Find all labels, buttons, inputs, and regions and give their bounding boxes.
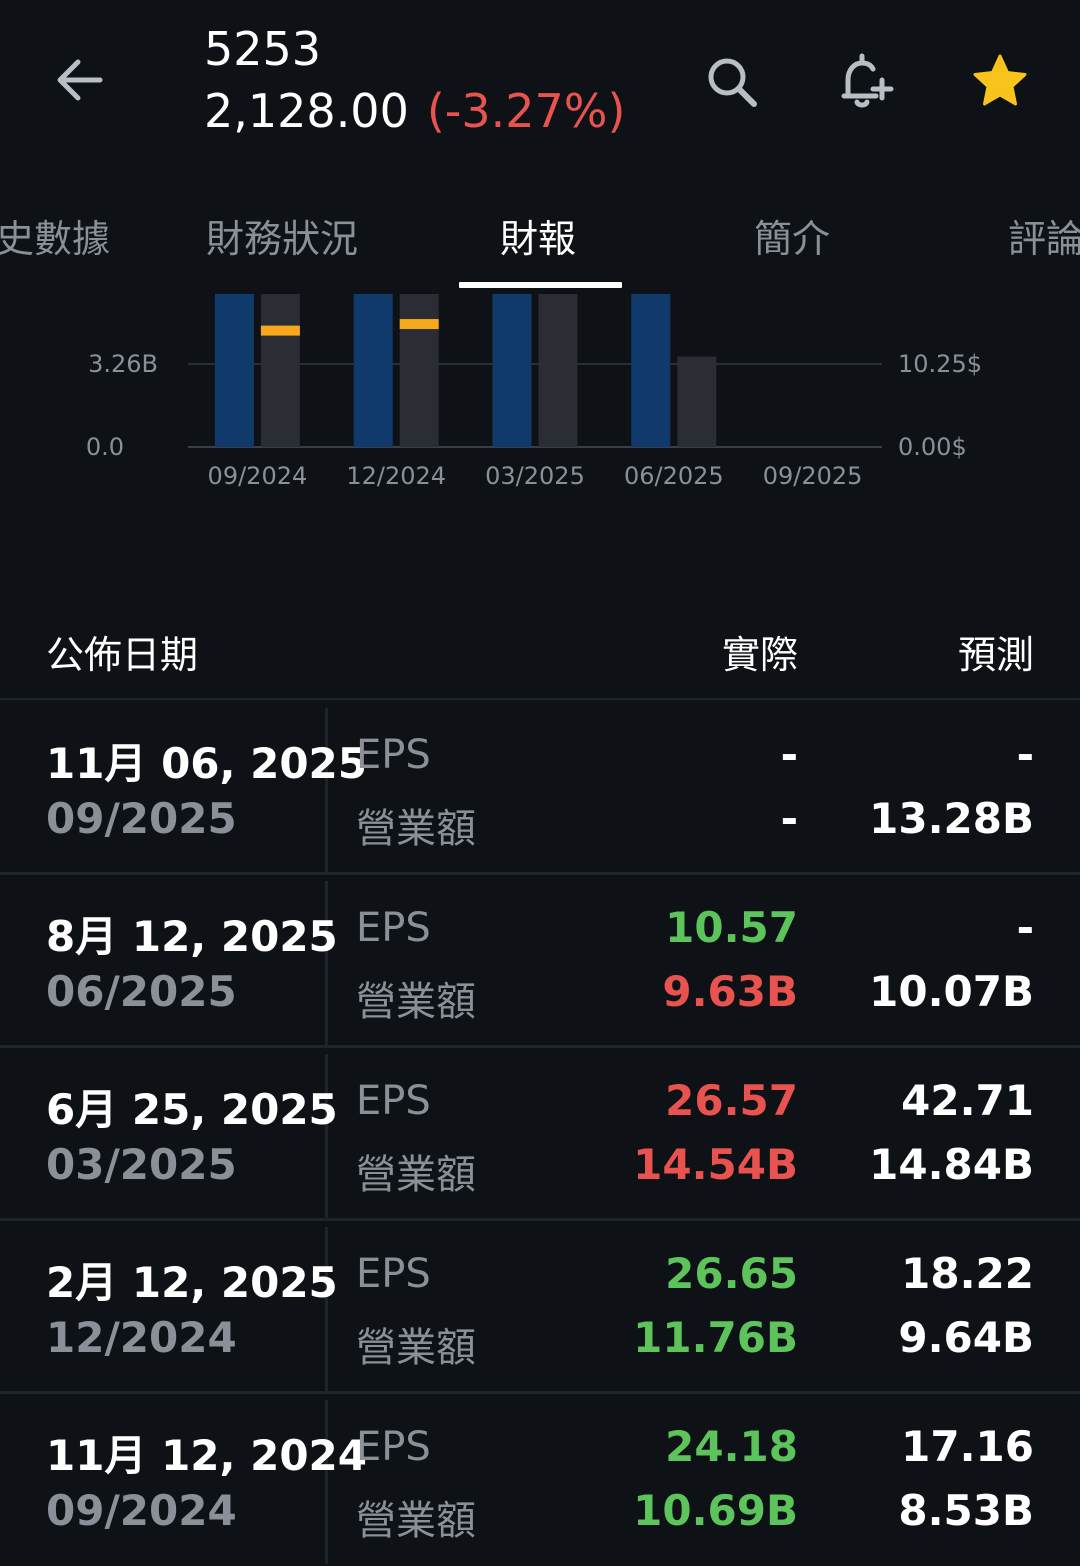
- x-axis-tick: 06/2025: [624, 462, 724, 490]
- table-row[interactable]: 11月 12, 2024 09/2024 EPS 營業額 24.18 10.69…: [0, 1394, 1080, 1564]
- revenue-label: 營業額: [356, 1325, 476, 1371]
- revenue-forecast: 8.53B: [898, 1486, 1034, 1535]
- price-row: 2,128.00 (-3.27%): [204, 84, 625, 138]
- release-date: 11月 06, 2025: [46, 739, 367, 788]
- x-axis-tick: 09/2024: [208, 462, 308, 490]
- eps-forecast: 42.71: [901, 1076, 1034, 1125]
- x-axis-tick: 12/2024: [346, 462, 446, 490]
- right-axis-tick: 0.00$: [898, 433, 967, 461]
- fiscal-period: 12/2024: [46, 1313, 237, 1362]
- revenue-label: 營業額: [356, 1152, 476, 1198]
- table-row[interactable]: 8月 12, 2025 06/2025 EPS 營業額 10.57 9.63B …: [0, 875, 1080, 1048]
- column-divider: [325, 1054, 328, 1218]
- eps-label: EPS: [356, 1424, 431, 1470]
- column-divider: [325, 708, 328, 872]
- favorite-button[interactable]: [968, 50, 1032, 114]
- eps-forecast: 17.16: [901, 1422, 1034, 1471]
- column-divider: [325, 881, 328, 1045]
- section-tabs: 史數據 財務狀況 財報 簡介 評論: [0, 190, 1080, 290]
- price-change-percent: (-3.27%): [426, 84, 626, 138]
- fiscal-period: 09/2025: [46, 794, 237, 843]
- bell-plus-icon: [841, 53, 894, 108]
- fiscal-period: 06/2025: [46, 967, 237, 1016]
- actual-bar: [538, 294, 578, 447]
- earnings-chart: 3.26B 0.0 10.25$ 0.00$ 09/2024 12/2024 03/…: [0, 290, 1080, 520]
- earnings-chart-svg: 3.26B 0.0 10.25$ 0.00$ 09/2024 12/2024 03/…: [86, 294, 982, 490]
- release-date: 2月 12, 2025: [46, 1258, 338, 1307]
- back-arrow-icon: [57, 59, 103, 101]
- actual-bar: [260, 294, 300, 447]
- revenue-label: 營業額: [356, 1498, 476, 1544]
- ticker-symbol: 5253: [204, 22, 322, 76]
- table-row[interactable]: 6月 25, 2025 03/2025 EPS 營業額 26.57 14.54B…: [0, 1048, 1080, 1221]
- release-date: 11月 12, 2024: [46, 1431, 367, 1480]
- eps-marker: [260, 325, 300, 336]
- revenue-actual: 11.76B: [633, 1313, 798, 1362]
- revenue-actual: 10.69B: [633, 1486, 798, 1535]
- tab-profile[interactable]: 簡介: [754, 217, 831, 261]
- eps-actual: 24.18: [665, 1422, 798, 1471]
- eps-actual: 26.65: [665, 1249, 798, 1298]
- stock-header: 5253 2,128.00 (-3.27%): [0, 0, 1080, 170]
- search-button[interactable]: [700, 50, 764, 114]
- eps-forecast: -: [1016, 730, 1034, 779]
- eps-label: EPS: [356, 1251, 431, 1297]
- left-axis-tick: 3.26B: [88, 350, 158, 378]
- column-divider: [325, 1227, 328, 1391]
- estimate-bar: [353, 294, 393, 447]
- column-divider: [325, 1400, 328, 1564]
- revenue-actual: 14.54B: [633, 1140, 798, 1189]
- revenue-forecast: 14.84B: [869, 1140, 1034, 1189]
- tab-historical-data[interactable]: 史數據: [0, 217, 111, 261]
- x-axis-tick: 09/2025: [763, 462, 863, 490]
- release-date: 6月 25, 2025: [46, 1085, 338, 1134]
- eps-marker: [399, 319, 439, 330]
- x-axis-tick: 03/2025: [485, 462, 585, 490]
- current-price: 2,128.00: [204, 84, 409, 138]
- active-tab-indicator: [459, 282, 622, 288]
- estimate-bar: [631, 294, 671, 447]
- tab-comments[interactable]: 評論: [1008, 217, 1080, 261]
- eps-label: EPS: [356, 905, 431, 951]
- revenue-actual: 9.63B: [662, 967, 798, 1016]
- add-alert-button[interactable]: [832, 50, 896, 114]
- tab-earnings[interactable]: 財報: [500, 217, 577, 261]
- eps-forecast: -: [1016, 903, 1034, 952]
- eps-label: EPS: [356, 1078, 431, 1124]
- left-axis-tick: 0.0: [86, 433, 124, 461]
- eps-actual: 26.57: [665, 1076, 798, 1125]
- right-axis-tick: 10.25$: [898, 350, 982, 378]
- header-actual: 實際: [721, 633, 798, 677]
- tab-financials[interactable]: 財務狀況: [206, 217, 359, 261]
- eps-forecast: 18.22: [901, 1249, 1034, 1298]
- eps-label: EPS: [356, 732, 431, 778]
- revenue-label: 營業額: [356, 806, 476, 852]
- fiscal-period: 03/2025: [46, 1140, 237, 1189]
- eps-actual: -: [780, 730, 798, 779]
- header-release-date: 公佈日期: [46, 633, 199, 677]
- search-icon: [708, 58, 757, 107]
- star-icon: [973, 54, 1027, 106]
- table-row[interactable]: 2月 12, 2025 12/2024 EPS 營業額 26.65 11.76B…: [0, 1221, 1080, 1394]
- revenue-forecast: 10.07B: [869, 967, 1034, 1016]
- revenue-label: 營業額: [356, 979, 476, 1025]
- estimate-bar: [492, 294, 532, 447]
- table-row[interactable]: 11月 06, 2025 09/2025 EPS 營業額 - - - 13.28…: [0, 702, 1080, 875]
- revenue-forecast: 13.28B: [869, 794, 1034, 843]
- actual-bar: [677, 356, 717, 447]
- earnings-table-header: 公佈日期 實際 預測: [0, 600, 1080, 700]
- revenue-actual: -: [780, 794, 798, 843]
- revenue-forecast: 9.64B: [898, 1313, 1034, 1362]
- fiscal-period: 09/2024: [46, 1486, 237, 1535]
- estimate-bar: [214, 294, 254, 447]
- release-date: 8月 12, 2025: [46, 912, 338, 961]
- eps-actual: 10.57: [665, 903, 798, 952]
- back-button[interactable]: [48, 48, 112, 112]
- header-forecast: 預測: [957, 633, 1034, 677]
- actual-bar: [399, 294, 439, 447]
